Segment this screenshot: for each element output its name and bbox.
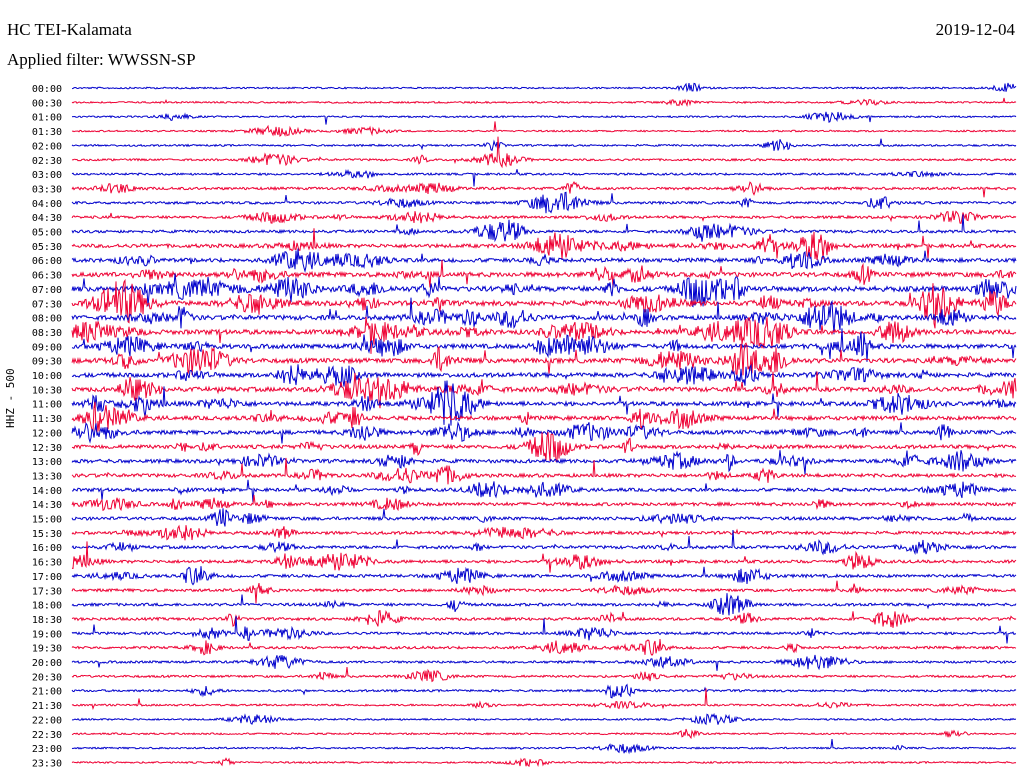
seismic-trace [71, 380, 1017, 426]
time-tick-label: 16:30 [32, 558, 62, 569]
time-tick-label: 06:30 [32, 271, 62, 282]
filter-label: Applied filter: WWSSN-SP [7, 50, 196, 69]
time-tick-label: 02:30 [32, 156, 62, 167]
time-tick-label: 16:00 [32, 543, 62, 554]
time-tick-label: 08:00 [32, 314, 62, 325]
seismic-trace [71, 508, 1017, 527]
date-label: 2019-12-04 [935, 20, 1015, 39]
seismic-trace [71, 566, 1017, 586]
time-tick-label: 20:00 [32, 658, 62, 669]
seismic-trace [71, 136, 1017, 169]
seismic-trace [71, 316, 1017, 354]
time-tick-label: 13:30 [32, 471, 62, 482]
seismic-trace [71, 401, 1017, 434]
seismic-trace [71, 494, 1017, 512]
seismic-trace [71, 688, 1017, 711]
seismic-trace [71, 421, 1017, 444]
station-title: HC TEI-Kalamata [7, 20, 132, 39]
seismic-trace [71, 712, 1017, 726]
seismic-trace [71, 728, 1017, 740]
time-tick-label: 01:00 [32, 113, 62, 124]
seismic-trace [71, 210, 1017, 224]
seismic-trace [71, 667, 1017, 683]
time-tick-label: 19:00 [32, 629, 62, 640]
seismic-trace [71, 593, 1017, 616]
time-tick-label: 23:00 [32, 744, 62, 755]
seismic-trace [71, 82, 1017, 93]
time-tick-label: 04:00 [32, 199, 62, 210]
seismic-trace [71, 450, 1017, 475]
seismic-trace [71, 328, 1017, 362]
time-tick-label: 06:00 [32, 256, 62, 267]
seismic-trace [71, 683, 1017, 699]
seismic-trace [71, 524, 1017, 541]
seismic-trace [71, 228, 1017, 261]
time-tick-label: 15:00 [32, 515, 62, 526]
time-tick-label: 15:30 [32, 529, 62, 540]
seismic-trace [71, 121, 1017, 138]
seismic-trace [71, 138, 1017, 152]
time-tick-label: 18:30 [32, 615, 62, 626]
time-tick-label: 00:30 [32, 98, 62, 109]
time-tick-label: 14:30 [32, 500, 62, 511]
time-tick-label: 21:00 [32, 687, 62, 698]
time-tick-label: 07:00 [32, 285, 62, 296]
time-tick-label: 12:30 [32, 443, 62, 454]
time-tick-label: 01:30 [32, 127, 62, 138]
seismic-trace [71, 529, 1017, 556]
time-tick-label: 00:00 [32, 84, 62, 95]
seismic-trace [71, 363, 1017, 388]
seismic-trace [71, 431, 1017, 463]
seismic-trace [71, 278, 1017, 329]
seismic-trace [71, 297, 1017, 335]
seismic-trace [71, 479, 1017, 503]
time-tick-label: 20:30 [32, 672, 62, 683]
time-tick-label: 09:30 [32, 357, 62, 368]
time-tick-label: 05:00 [32, 228, 62, 239]
time-tick-label: 03:30 [32, 184, 62, 195]
time-tick-label: 11:00 [32, 400, 62, 411]
seismic-trace [71, 273, 1017, 308]
time-tick-label: 17:30 [32, 586, 62, 597]
time-tick-label: 03:00 [32, 170, 62, 181]
seismic-trace [71, 654, 1017, 671]
time-tick-label: 23:30 [32, 758, 62, 769]
seismic-trace [71, 248, 1017, 274]
time-tick-label: 04:30 [32, 213, 62, 224]
time-tick-label: 02:00 [32, 141, 62, 152]
seismic-trace [71, 739, 1017, 755]
time-tick-label: 07:30 [32, 299, 62, 310]
seismic-trace [71, 580, 1017, 604]
seismic-trace [71, 191, 1017, 214]
time-tick-label: 14:00 [32, 486, 62, 497]
seismic-trace [71, 259, 1017, 288]
seismic-trace [71, 638, 1017, 657]
time-tick-label: 22:00 [32, 715, 62, 726]
time-tick-label: 22:30 [32, 730, 62, 741]
time-tick-label: 13:00 [32, 457, 62, 468]
time-tick-label: 18:00 [32, 601, 62, 612]
time-tick-label: 12:00 [32, 428, 62, 439]
seismic-trace [71, 342, 1017, 376]
seismic-trace [71, 615, 1017, 644]
time-tick-label: 08:30 [32, 328, 62, 339]
seismic-trace [71, 214, 1017, 243]
seismic-trace [71, 111, 1017, 125]
time-tick-label: 05:30 [32, 242, 62, 253]
seismic-trace [71, 371, 1017, 409]
seismic-trace [71, 457, 1017, 485]
seismic-trace [71, 757, 1017, 767]
seismic-trace [71, 97, 1017, 108]
time-tick-label: 09:00 [32, 342, 62, 353]
seismic-trace [71, 541, 1017, 573]
time-tick-label: 17:00 [32, 572, 62, 583]
time-tick-label: 19:30 [32, 644, 62, 655]
seismic-trace [71, 168, 1017, 187]
time-tick-label: 10:30 [32, 385, 62, 396]
time-tick-label: 21:30 [32, 701, 62, 712]
time-tick-label: 11:30 [32, 414, 62, 425]
time-tick-label: 10:00 [32, 371, 62, 382]
seismic-trace [71, 181, 1017, 198]
